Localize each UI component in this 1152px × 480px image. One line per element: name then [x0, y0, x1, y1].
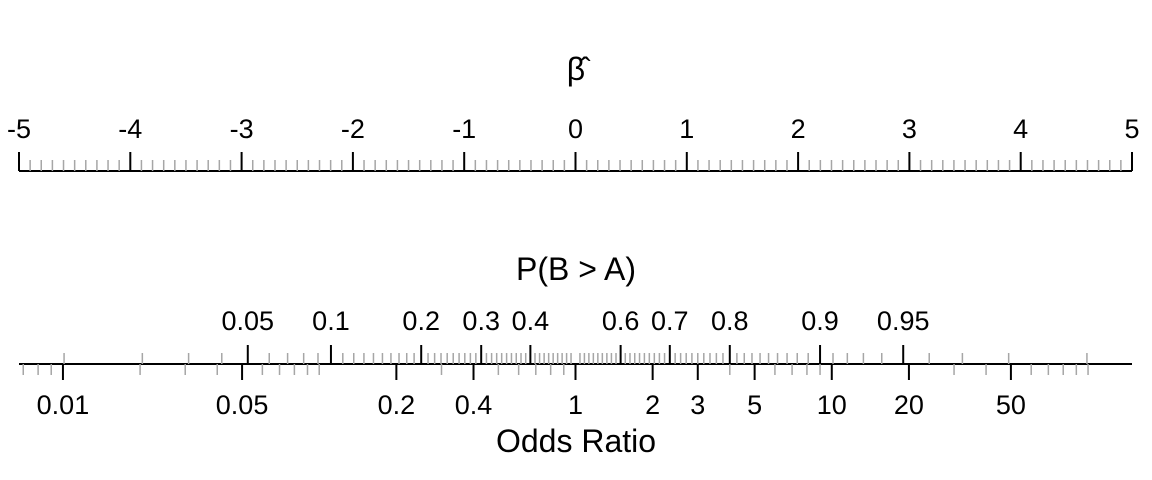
odds-ratio-tick-label: 0.05: [216, 390, 269, 420]
odds-ratio-tick-label: 3: [690, 390, 705, 420]
odds-ratio-tick-label: 5: [747, 390, 762, 420]
beta-axis: -5 -4 -3 -2 -1 0 1 2 3 4 5: [7, 114, 1140, 172]
odds-ratio-tick-label: 0.01: [37, 390, 90, 420]
odds-ratio-tick-label: 20: [894, 390, 924, 420]
beta-tick-label: -3: [230, 114, 254, 144]
beta-axis-title: β̂: [567, 51, 591, 87]
beta-tick-label: -1: [452, 114, 476, 144]
prob-axis: 0.05 0.1 0.2 0.3 0.4 0.6 0.7 0.8 0.9 0.95: [19, 306, 1132, 365]
beta-tick-label: 5: [1124, 114, 1139, 144]
beta-tick-label: 0: [568, 114, 583, 144]
odds-ratio-axis-title: Odds Ratio: [496, 423, 656, 459]
beta-tick-label: -5: [7, 114, 31, 144]
beta-tick-label: -2: [341, 114, 365, 144]
odds-ratio-tick-label: 1: [568, 390, 583, 420]
prob-tick-label: 0.6: [602, 306, 640, 336]
prob-tick-label: 0.7: [651, 306, 689, 336]
odds-ratio-tick-label: 50: [996, 390, 1026, 420]
prob-tick-label: 0.8: [711, 306, 749, 336]
odds-ratio-tick-label: 10: [817, 390, 847, 420]
prob-axis-title: P(B > A): [516, 251, 636, 287]
prob-tick-label: 0.3: [462, 306, 500, 336]
prob-tick-label: 0.05: [222, 306, 275, 336]
odds-ratio-tick-label: 2: [645, 390, 660, 420]
odds-ratio-axis: 0.01 0.05 0.2 0.4 1 2 3 5 10 20 50: [22, 364, 1089, 420]
beta-tick-label: 4: [1013, 114, 1028, 144]
beta-tick-label: 1: [679, 114, 694, 144]
beta-tick-label: 2: [791, 114, 806, 144]
prob-tick-label: 0.2: [402, 306, 440, 336]
prob-tick-label: 0.1: [312, 306, 350, 336]
beta-tick-label: 3: [902, 114, 917, 144]
prob-tick-label: 0.4: [512, 306, 550, 336]
odds-ratio-tick-label: 0.2: [378, 390, 416, 420]
beta-tick-label: -4: [118, 114, 142, 144]
prob-tick-label: 0.95: [877, 306, 930, 336]
odds-ratio-tick-label: 0.4: [455, 390, 493, 420]
prob-tick-label: 0.9: [801, 306, 839, 336]
